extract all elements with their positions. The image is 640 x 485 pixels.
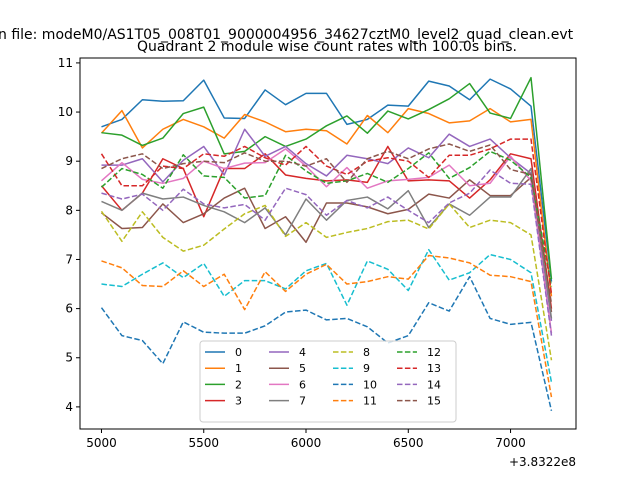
legend-label-9: 9 [363, 362, 370, 375]
series-line-10 [100, 275, 553, 411]
series-line-7 [101, 167, 553, 319]
series-line-5 [101, 176, 553, 313]
legend-label-0: 0 [235, 346, 242, 359]
legend-box [199, 340, 457, 423]
legend-label-7: 7 [299, 395, 306, 408]
axes-frame [79, 57, 577, 430]
series-line-8 [100, 203, 553, 361]
y-tick-label: 10 [58, 105, 73, 119]
legend-label-3: 3 [235, 395, 242, 408]
legend-label-13: 13 [427, 362, 441, 375]
legend-label-15: 15 [427, 395, 441, 408]
legend-label-5: 5 [299, 362, 306, 375]
legend-label-12: 12 [427, 346, 441, 359]
legend-label-11: 11 [363, 395, 377, 408]
x-offset-label: +3.8322e8 [509, 455, 576, 469]
series-line-2 [101, 76, 553, 280]
x-tick-label: 5500 [188, 436, 219, 450]
legend-label-1: 1 [235, 362, 242, 375]
series-line-4 [101, 128, 553, 321]
series-line-3 [100, 145, 553, 309]
series-line-12 [100, 150, 553, 287]
legend-label-4: 4 [299, 346, 306, 359]
legend-label-8: 8 [363, 346, 370, 359]
legend-label-6: 6 [299, 378, 306, 391]
y-tick-label: 8 [65, 203, 73, 217]
series-line-15 [101, 143, 553, 304]
y-tick-label: 5 [65, 351, 73, 365]
y-tick-label: 11 [58, 56, 73, 70]
x-tick-label: 6500 [393, 436, 424, 450]
y-tick-label: 9 [65, 154, 73, 168]
figure-suptitle: n file: modeM0/AS1T05_008T01_9000004956_… [0, 27, 574, 43]
y-tick-label: 6 [65, 302, 73, 316]
series-line-11 [101, 254, 553, 398]
x-tick-label: 7000 [495, 436, 526, 450]
legend-label-14: 14 [427, 378, 441, 391]
legend-label-2: 2 [235, 378, 242, 391]
plot-area [100, 76, 553, 411]
series-line-14 [101, 169, 553, 336]
legend-label-10: 10 [363, 378, 377, 391]
y-tick-label: 4 [65, 400, 73, 414]
series-line-13 [100, 138, 553, 294]
y-tick-label: 7 [65, 252, 73, 266]
chart-title: Quadrant 2 module wise count rates with … [137, 39, 517, 55]
x-tick-label: 6000 [291, 436, 322, 450]
x-tick-label: 5000 [86, 436, 117, 450]
